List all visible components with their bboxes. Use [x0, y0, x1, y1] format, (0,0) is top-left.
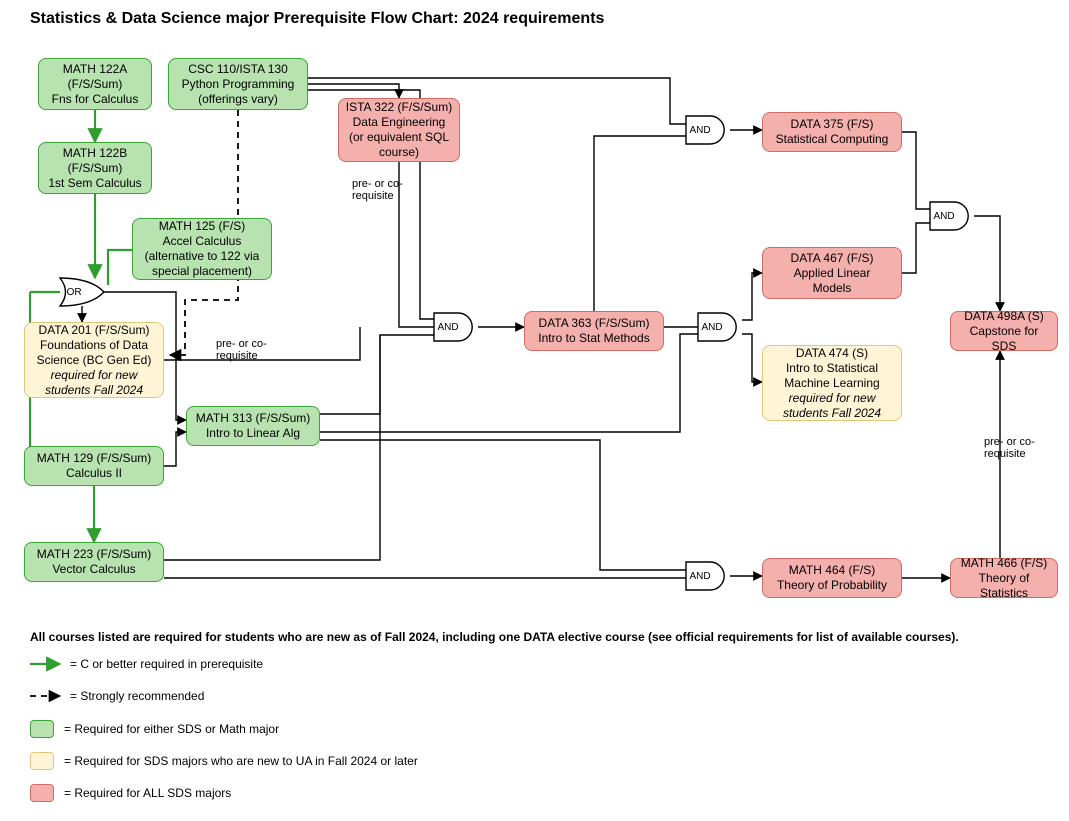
and-gate-and5: AND	[930, 202, 968, 230]
course-node-math129: MATH 129 (F/S/Sum)Calculus II	[24, 446, 164, 486]
course-node-math125: MATH 125 (F/S)Accel Calculus(alternative…	[132, 218, 272, 280]
prereq-note-2: pre- or co-requisite	[984, 436, 1035, 460]
flowchart-canvas: { "title": { "text": "Statistics & Data …	[0, 0, 1069, 821]
course-node-math466: MATH 466 (F/S)Theory of Statistics	[950, 558, 1058, 598]
legend-label: = Strongly recommended	[70, 689, 204, 703]
and-gate-and1: AND	[434, 313, 472, 341]
legend-row-4: = Required for ALL SDS majors	[30, 784, 231, 802]
caption-text: All courses listed are required for stud…	[30, 630, 959, 644]
legend-label: = C or better required in prerequisite	[70, 657, 263, 671]
course-node-data474: DATA 474 (S)Intro to StatisticalMachine …	[762, 345, 902, 421]
legend-swatch-icon	[30, 784, 54, 802]
and-gate-and2: AND	[686, 116, 724, 144]
legend-swatch-icon	[30, 720, 54, 738]
course-node-math464: MATH 464 (F/S)Theory of Probability	[762, 558, 902, 598]
legend-row-0: = C or better required in prerequisite	[30, 656, 263, 672]
edge-math223-and1	[164, 335, 380, 560]
legend-arrow-icon	[30, 656, 70, 672]
edge-ista322-and1	[399, 162, 434, 327]
legend-label: = Required for either SDS or Math major	[64, 722, 279, 736]
legend-label: = Required for ALL SDS majors	[64, 786, 231, 800]
edge-data375-and5	[902, 132, 930, 209]
course-node-data467: DATA 467 (F/S)Applied LinearModels	[762, 247, 902, 299]
legend-row-2: = Required for either SDS or Math major	[30, 720, 279, 738]
edge-data363-and2	[594, 136, 686, 311]
svg-text:AND: AND	[690, 125, 711, 136]
course-node-math313: MATH 313 (F/S/Sum)Intro to Linear Alg	[186, 406, 320, 446]
course-node-data375: DATA 375 (F/S)Statistical Computing	[762, 112, 902, 152]
edge-math125-or1	[108, 250, 132, 285]
svg-text:AND: AND	[934, 211, 955, 222]
course-node-math223: MATH 223 (F/S/Sum)Vector Calculus	[24, 542, 164, 582]
edge-data467-and5	[902, 223, 930, 273]
legend-arrow-icon	[30, 688, 70, 704]
course-node-data201: DATA 201 (F/S/Sum)Foundations of DataSci…	[24, 322, 164, 398]
course-node-data498a: DATA 498A (S)Capstone for SDS	[950, 311, 1058, 351]
edge-and3-data474	[742, 334, 762, 382]
legend-label: = Required for SDS majors who are new to…	[64, 754, 418, 768]
edge-and3-data467	[742, 273, 762, 320]
edge-csc110-ista322	[308, 84, 399, 98]
svg-text:OR: OR	[67, 287, 82, 298]
course-node-ista322: ISTA 322 (F/S/Sum)Data Engineering(or eq…	[338, 98, 460, 162]
legend-row-1: = Strongly recommended	[30, 688, 204, 704]
edge-math129-math313	[164, 432, 186, 466]
legend-swatch-icon	[30, 752, 54, 770]
edge-and5-data498a	[974, 216, 1000, 311]
svg-text:AND: AND	[690, 571, 711, 582]
and-gate-and4: AND	[686, 562, 724, 590]
legend-row-3: = Required for SDS majors who are new to…	[30, 752, 418, 770]
course-node-data363: DATA 363 (F/S/Sum)Intro to Stat Methods	[524, 311, 664, 351]
svg-text:AND: AND	[438, 322, 459, 333]
prereq-note-1: pre- or co-requisite	[216, 338, 267, 362]
edge-math313-and1	[320, 335, 434, 414]
prereq-note-0: pre- or co-requisite	[352, 178, 403, 202]
course-node-math122a: MATH 122A(F/S/Sum)Fns for Calculus	[38, 58, 152, 110]
edge-math313-and4	[320, 440, 686, 570]
or-gate-or1: OR	[60, 278, 104, 306]
and-gate-and3: AND	[698, 313, 736, 341]
svg-text:AND: AND	[702, 322, 723, 333]
course-node-csc110: CSC 110/ISTA 130Python Programming(offer…	[168, 58, 308, 110]
course-node-math122b: MATH 122B(F/S/Sum)1st Sem Calculus	[38, 142, 152, 194]
